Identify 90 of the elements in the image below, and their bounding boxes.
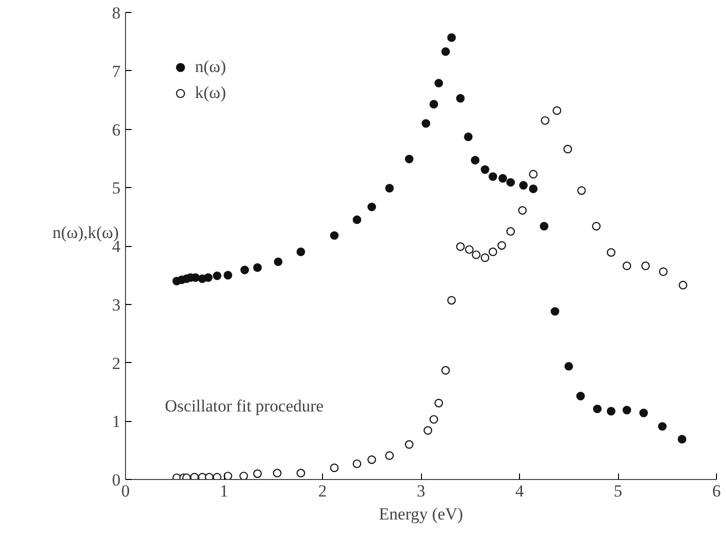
legend-label: k(ω) bbox=[195, 83, 226, 103]
point bbox=[606, 248, 616, 257]
point bbox=[330, 464, 339, 472]
point bbox=[296, 468, 306, 478]
point bbox=[352, 215, 362, 224]
y-tick-label: 3 bbox=[112, 295, 120, 314]
point bbox=[518, 206, 527, 215]
point bbox=[641, 262, 650, 270]
point bbox=[540, 222, 548, 230]
point bbox=[204, 273, 213, 282]
point bbox=[253, 263, 262, 272]
point bbox=[488, 248, 498, 256]
point bbox=[456, 242, 465, 251]
legend-label: n(ω) bbox=[195, 57, 226, 77]
point bbox=[564, 362, 574, 371]
point bbox=[488, 172, 498, 181]
point bbox=[639, 408, 648, 418]
point bbox=[212, 472, 222, 480]
point bbox=[204, 472, 214, 480]
point bbox=[678, 280, 688, 290]
point bbox=[239, 472, 248, 480]
point bbox=[367, 455, 376, 464]
point bbox=[253, 469, 262, 478]
point bbox=[240, 266, 249, 274]
point bbox=[434, 78, 444, 88]
point bbox=[434, 398, 444, 408]
point bbox=[480, 253, 490, 262]
point bbox=[622, 406, 632, 414]
point bbox=[497, 241, 506, 250]
point bbox=[404, 154, 414, 164]
point bbox=[472, 250, 480, 260]
point bbox=[464, 245, 474, 254]
point bbox=[404, 440, 414, 449]
x-tick-label: 3 bbox=[416, 482, 426, 500]
point bbox=[352, 459, 362, 468]
point bbox=[424, 426, 432, 435]
point bbox=[592, 222, 601, 230]
point bbox=[330, 231, 339, 240]
y-tick-label: 6 bbox=[112, 120, 120, 140]
y-tick-label: 5 bbox=[112, 178, 120, 198]
point bbox=[456, 94, 465, 103]
point bbox=[593, 404, 602, 414]
y-tick-label: 2 bbox=[112, 354, 120, 373]
point bbox=[385, 184, 394, 192]
point bbox=[272, 468, 282, 478]
point bbox=[385, 451, 394, 460]
point bbox=[540, 116, 550, 125]
point bbox=[430, 100, 438, 108]
point bbox=[506, 227, 515, 236]
point bbox=[528, 170, 538, 178]
x-tick-label: 2 bbox=[318, 482, 327, 500]
point bbox=[622, 262, 632, 270]
x-tick-label: 1 bbox=[220, 482, 228, 500]
y-tick-label: 1 bbox=[112, 412, 120, 432]
point bbox=[430, 415, 438, 424]
point bbox=[658, 422, 667, 431]
annotation: Oscillator fit procedure bbox=[164, 396, 324, 416]
point bbox=[447, 296, 456, 305]
point bbox=[659, 267, 668, 276]
point bbox=[190, 472, 199, 480]
x-tick-label: 6 bbox=[712, 482, 721, 500]
point bbox=[182, 473, 191, 480]
point bbox=[224, 270, 232, 280]
point bbox=[274, 257, 282, 266]
point bbox=[447, 33, 456, 42]
point bbox=[576, 392, 585, 400]
point bbox=[552, 106, 562, 115]
point bbox=[212, 271, 222, 280]
point bbox=[606, 406, 616, 416]
point bbox=[464, 132, 473, 142]
x-tick-label: 4 bbox=[515, 482, 524, 500]
point bbox=[480, 165, 490, 174]
point bbox=[422, 119, 430, 128]
point bbox=[470, 156, 480, 164]
point bbox=[498, 174, 508, 183]
point bbox=[296, 248, 306, 256]
point bbox=[563, 144, 572, 154]
point bbox=[441, 47, 450, 56]
point bbox=[577, 186, 586, 195]
point bbox=[367, 202, 376, 212]
point bbox=[678, 434, 686, 444]
point bbox=[506, 178, 515, 187]
point bbox=[550, 307, 560, 316]
x-tick-label: 5 bbox=[614, 482, 622, 500]
y-tick-label: 7 bbox=[112, 62, 121, 81]
y-tick-label: 8 bbox=[112, 4, 120, 22]
point bbox=[528, 184, 538, 194]
point bbox=[519, 180, 528, 190]
point bbox=[441, 366, 450, 375]
x-axis-title: Energy (eV) bbox=[378, 504, 464, 524]
